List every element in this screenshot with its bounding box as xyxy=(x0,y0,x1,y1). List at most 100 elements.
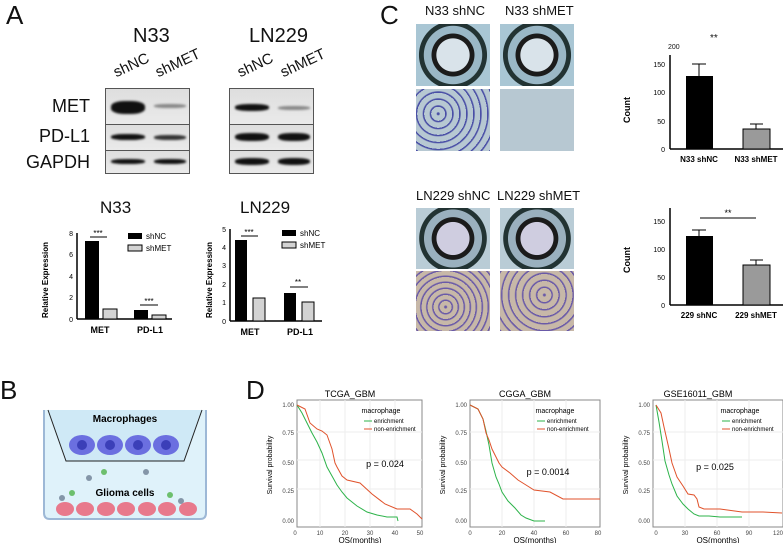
svg-text:0: 0 xyxy=(293,531,297,537)
svg-text:macrophage: macrophage xyxy=(536,408,575,415)
svg-text:10: 10 xyxy=(317,531,324,537)
svg-text:Count: Count xyxy=(622,247,632,273)
lane-label: shNC xyxy=(234,49,277,81)
svg-text:Survival probability: Survival probability xyxy=(267,435,274,494)
svg-text:229 shMET: 229 shMET xyxy=(735,311,777,320)
svg-text:shNC: shNC xyxy=(146,232,166,241)
count-chart-229: Count 0 50 100 150 ** 229 shNC 229 shMET xyxy=(622,208,783,320)
svg-text:macrophage: macrophage xyxy=(362,408,401,415)
panel-label-a: A xyxy=(6,0,24,30)
significance-label: ** xyxy=(710,33,718,44)
svg-text:**: ** xyxy=(295,278,301,287)
svg-text:2: 2 xyxy=(222,282,226,289)
blot-ln229 xyxy=(229,88,314,174)
svg-text:non-enrichment: non-enrichment xyxy=(374,427,416,433)
svg-text:**: ** xyxy=(724,208,732,218)
svg-text:150: 150 xyxy=(653,62,665,69)
svg-text:OS(months): OS(months) xyxy=(513,536,556,543)
svg-text:20: 20 xyxy=(499,531,506,537)
svg-text:shMET: shMET xyxy=(146,244,171,253)
svg-text:non-enrichment: non-enrichment xyxy=(547,427,589,433)
svg-text:enrichment: enrichment xyxy=(374,419,404,425)
svg-text:enrichment: enrichment xyxy=(732,419,762,425)
panel-label-b: B xyxy=(0,375,18,405)
coculture-schematic: Macrophages Glioma cells xyxy=(43,409,207,520)
svg-text:0.25: 0.25 xyxy=(282,489,294,495)
svg-text:60: 60 xyxy=(563,531,570,537)
svg-text:6: 6 xyxy=(69,252,73,259)
svg-text:shNC: shNC xyxy=(300,229,320,238)
svg-text:0: 0 xyxy=(654,531,658,537)
svg-text:0.50: 0.50 xyxy=(455,461,467,467)
svg-text:5: 5 xyxy=(222,227,226,234)
km-plot-gse16011: GSE16011_GBM 1.00 0.75 0.50 0.25 0.00 0 30 60 9… xyxy=(623,389,783,543)
svg-text:***: *** xyxy=(93,229,102,238)
svg-text:4: 4 xyxy=(222,245,226,252)
lane-label: shMET xyxy=(277,45,329,81)
svg-text:1.00: 1.00 xyxy=(638,403,650,409)
lane-label: shNC xyxy=(110,49,153,81)
svg-text:N33 shNC: N33 shNC xyxy=(680,155,718,164)
svg-text:PD-L1: PD-L1 xyxy=(287,327,313,335)
image-label: LN229 shMET xyxy=(497,188,581,203)
svg-text:50: 50 xyxy=(657,119,665,126)
ytick-200: 200 xyxy=(668,44,680,51)
chart-title-n33: N33 xyxy=(100,198,132,217)
svg-text:1.00: 1.00 xyxy=(282,403,294,409)
svg-text:0: 0 xyxy=(661,303,665,310)
svg-text:40: 40 xyxy=(392,531,399,537)
svg-text:0.00: 0.00 xyxy=(455,519,467,525)
count-chart-n33: Count 050100150200 N33 shNC N33 shMET xyxy=(622,55,783,164)
svg-text:30: 30 xyxy=(367,531,374,537)
svg-text:1: 1 xyxy=(222,300,226,307)
svg-text:120: 120 xyxy=(773,531,783,537)
lane-label: shMET xyxy=(152,45,204,81)
well-image xyxy=(499,23,575,87)
row-label-gapdh: GAPDH xyxy=(25,152,90,172)
svg-text:0.75: 0.75 xyxy=(638,431,650,437)
svg-text:1.00: 1.00 xyxy=(455,403,467,409)
svg-text:90: 90 xyxy=(746,531,753,537)
chart-title-ln229: LN229 xyxy=(240,198,291,217)
well-image xyxy=(415,207,491,270)
svg-text:0: 0 xyxy=(222,319,226,326)
svg-text:Macrophages: Macrophages xyxy=(93,414,158,425)
svg-text:TCGA_GBM: TCGA_GBM xyxy=(325,389,376,399)
svg-text:0.00: 0.00 xyxy=(282,519,294,525)
svg-text:100: 100 xyxy=(653,90,665,97)
panel-label-c: C xyxy=(380,0,399,30)
svg-text:40: 40 xyxy=(531,531,538,537)
svg-text:0: 0 xyxy=(69,317,73,324)
microscope-image xyxy=(499,270,575,332)
svg-text:shMET: shMET xyxy=(300,241,325,250)
well-image xyxy=(415,23,491,87)
svg-text:50: 50 xyxy=(657,275,665,282)
svg-text:50: 50 xyxy=(417,531,424,537)
wb-title-ln229: LN229 xyxy=(249,25,308,47)
svg-text:20: 20 xyxy=(342,531,349,537)
svg-text:150: 150 xyxy=(653,219,665,226)
spacer xyxy=(585,37,595,237)
wb-title-n33: N33 xyxy=(133,25,170,47)
qpcr-chart-ln229: Relative Expression 0 1 2 3 4 5 *** ** MET PD… xyxy=(205,227,325,335)
svg-text:MET: MET xyxy=(91,325,111,335)
svg-text:0.50: 0.50 xyxy=(638,461,650,467)
well-image xyxy=(499,207,575,270)
svg-text:0.00: 0.00 xyxy=(638,519,650,525)
svg-text:0.25: 0.25 xyxy=(455,489,467,495)
svg-text:N33 shMET: N33 shMET xyxy=(734,155,777,164)
svg-text:enrichment: enrichment xyxy=(547,419,577,425)
svg-text:macrophage: macrophage xyxy=(721,408,760,415)
panel-label-d: D xyxy=(246,375,265,405)
km-plot-cgga: CGGA_GBM 1.000.750.500.250.00 0 20 40 60 80 … xyxy=(440,389,602,543)
svg-text:0.75: 0.75 xyxy=(455,431,467,437)
svg-text:GSE16011_GBM: GSE16011_GBM xyxy=(664,389,733,399)
svg-text:Relative Expression: Relative Expression xyxy=(205,242,214,318)
svg-text:p = 0.025: p = 0.025 xyxy=(696,462,734,472)
svg-text:MET: MET xyxy=(241,327,261,335)
image-label: N33 shNC xyxy=(425,3,485,18)
svg-text:0.50: 0.50 xyxy=(282,461,294,467)
svg-text:OS(months): OS(months) xyxy=(696,536,739,543)
svg-text:0.25: 0.25 xyxy=(638,489,650,495)
svg-text:8: 8 xyxy=(69,231,73,238)
